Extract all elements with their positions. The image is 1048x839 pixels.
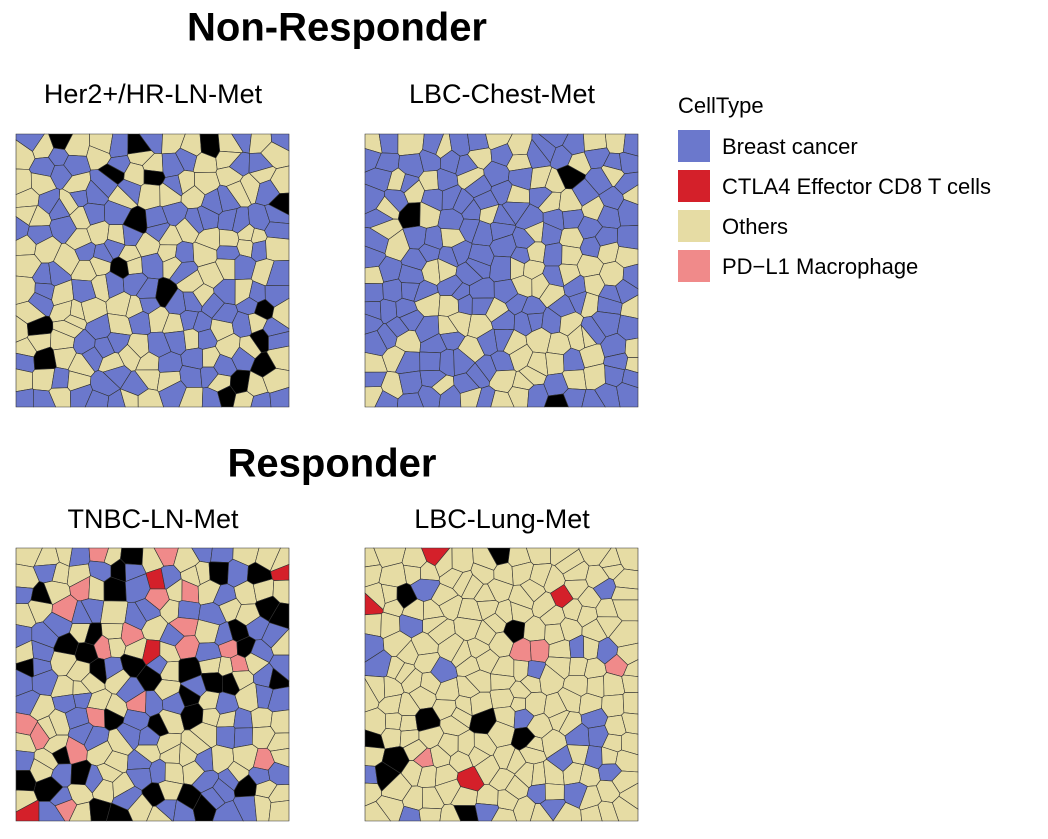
cell bbox=[399, 714, 418, 732]
cell bbox=[183, 328, 199, 351]
cell bbox=[232, 390, 254, 408]
cell bbox=[616, 382, 639, 408]
cell bbox=[378, 133, 399, 154]
cell bbox=[489, 688, 515, 709]
cell-map bbox=[364, 133, 639, 408]
cell bbox=[617, 198, 639, 227]
cell bbox=[210, 547, 234, 563]
cell bbox=[250, 240, 267, 263]
cell bbox=[265, 236, 290, 262]
legend-swatch bbox=[678, 210, 710, 242]
group-title: Responder bbox=[228, 442, 437, 486]
cell-map bbox=[15, 133, 290, 408]
cell bbox=[266, 345, 290, 371]
cell bbox=[380, 728, 402, 750]
cell bbox=[177, 600, 201, 620]
cell bbox=[268, 800, 290, 822]
cell bbox=[624, 337, 639, 358]
cell bbox=[451, 547, 474, 573]
panel-title: LBC-Lung-Met bbox=[414, 504, 590, 534]
cell bbox=[489, 255, 512, 283]
cell bbox=[621, 368, 639, 389]
cell bbox=[519, 578, 547, 603]
cell bbox=[15, 368, 33, 392]
cell bbox=[545, 352, 565, 376]
cell bbox=[619, 151, 639, 175]
panel-title: LBC-Chest-Met bbox=[409, 79, 596, 109]
legend-title: CellType bbox=[678, 93, 764, 118]
cell bbox=[544, 783, 565, 801]
cell bbox=[149, 758, 166, 784]
cell bbox=[269, 386, 290, 408]
legend-label: Breast cancer bbox=[722, 134, 858, 159]
panel-title: TNBC-LN-Met bbox=[67, 504, 239, 534]
legend-swatch bbox=[678, 170, 710, 202]
cell bbox=[419, 351, 441, 372]
cell bbox=[100, 600, 129, 625]
cell bbox=[612, 795, 639, 822]
legend-label: PD−L1 Macrophage bbox=[722, 254, 918, 279]
legend-swatch bbox=[678, 130, 710, 162]
cell bbox=[610, 586, 639, 601]
cell bbox=[68, 547, 91, 567]
cell bbox=[216, 245, 241, 260]
legend-label: Others bbox=[722, 214, 788, 239]
cell bbox=[418, 807, 442, 822]
cell bbox=[616, 225, 639, 250]
cell bbox=[382, 278, 403, 303]
group-title: Non-Responder bbox=[187, 6, 487, 50]
cell bbox=[398, 370, 423, 395]
cell bbox=[109, 133, 129, 159]
cell bbox=[137, 183, 161, 211]
cell bbox=[364, 613, 382, 638]
cell bbox=[621, 712, 639, 735]
cell bbox=[501, 201, 531, 226]
cell bbox=[51, 366, 70, 389]
cell bbox=[253, 794, 272, 822]
cell bbox=[250, 707, 273, 729]
cell bbox=[529, 639, 550, 663]
cell bbox=[620, 731, 639, 756]
legend-swatch bbox=[678, 250, 710, 282]
cell bbox=[384, 712, 403, 730]
cell bbox=[270, 709, 290, 734]
legend-label: CTLA4 Effector CD8 T cells bbox=[722, 174, 991, 199]
cell bbox=[621, 674, 639, 694]
cell bbox=[364, 283, 384, 303]
cell bbox=[264, 204, 290, 224]
cell bbox=[15, 388, 34, 408]
cell bbox=[542, 242, 563, 267]
cell bbox=[622, 692, 639, 715]
cell bbox=[117, 178, 142, 206]
cell bbox=[264, 221, 290, 240]
cell-map bbox=[15, 547, 290, 822]
panel-title: Her2+/HR-LN-Met bbox=[44, 79, 263, 109]
cell-map bbox=[364, 547, 639, 822]
